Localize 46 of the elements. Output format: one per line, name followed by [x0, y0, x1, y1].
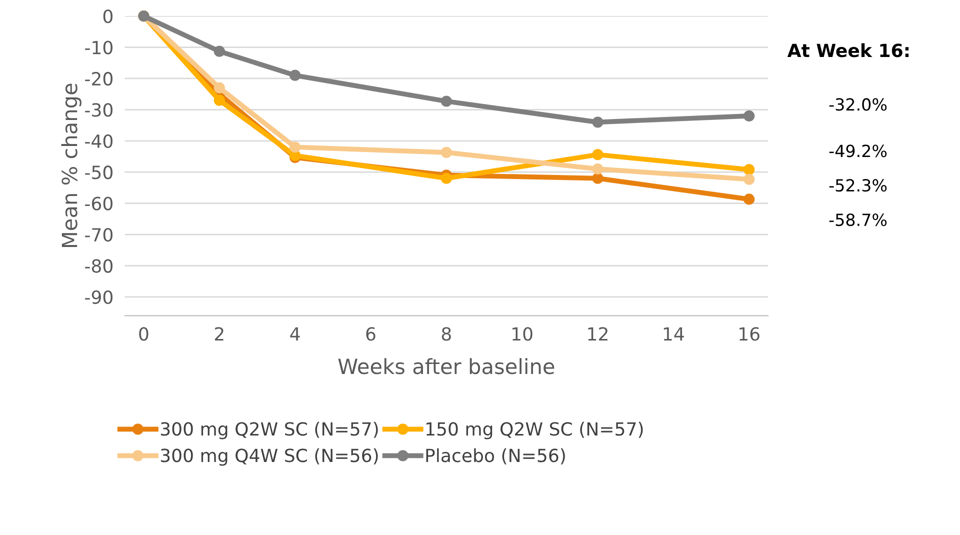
legend-label: 150 mg Q2W SC (N=57) — [426, 422, 643, 440]
point — [592, 163, 604, 175]
legend-label: 300 mg Q4W SC (N=56) — [160, 448, 378, 466]
text: -58.7% — [829, 214, 887, 226]
text: -32.0% — [829, 98, 887, 111]
point — [744, 164, 755, 176]
point — [744, 194, 755, 205]
y-tick-label: -90 — [85, 290, 112, 304]
x-tick-label: 6 — [366, 327, 376, 341]
y-tick-label: -70 — [85, 228, 112, 242]
point — [440, 146, 452, 158]
x-axis-title: Weeks after baseline — [338, 358, 554, 374]
text: -52.3% — [829, 179, 887, 192]
y-tick-label: -50 — [85, 166, 112, 180]
point — [592, 116, 604, 128]
text: At Week 16: — [787, 43, 909, 58]
x-tick-label: 16 — [740, 327, 760, 341]
y-tick-label: -60 — [85, 196, 112, 210]
x-tick-label: 14 — [664, 327, 684, 340]
point — [744, 174, 755, 185]
point — [290, 142, 301, 153]
x-tick-label: 8 — [442, 327, 451, 341]
y-axis-title: Mean % change — [61, 84, 82, 248]
point — [214, 82, 225, 94]
point — [214, 46, 225, 57]
point — [214, 94, 225, 106]
x-tick-label: 4 — [290, 327, 300, 340]
x-tick-label: 12 — [588, 327, 608, 340]
y-tick-label: -30 — [85, 103, 112, 117]
x-tick-label: 10 — [512, 327, 532, 341]
legend-label: Placebo (N=56) — [426, 448, 565, 464]
y-tick-label: -80 — [85, 259, 112, 273]
y-tick-label: -20 — [85, 72, 112, 86]
y-tick-label: -10 — [85, 40, 112, 54]
legend-label: 300 mg Q2W SC (N=57) — [160, 422, 378, 440]
text: -49.2% — [829, 144, 887, 158]
point — [290, 70, 301, 81]
point — [440, 172, 452, 184]
point — [744, 110, 755, 122]
point — [592, 149, 604, 160]
point — [592, 172, 604, 184]
x-tick-label: 0 — [139, 327, 148, 341]
x-tick-label: 2 — [214, 327, 224, 340]
point — [440, 96, 452, 107]
y-tick-label: 0 — [103, 10, 112, 24]
y-tick-label: -40 — [85, 134, 112, 148]
